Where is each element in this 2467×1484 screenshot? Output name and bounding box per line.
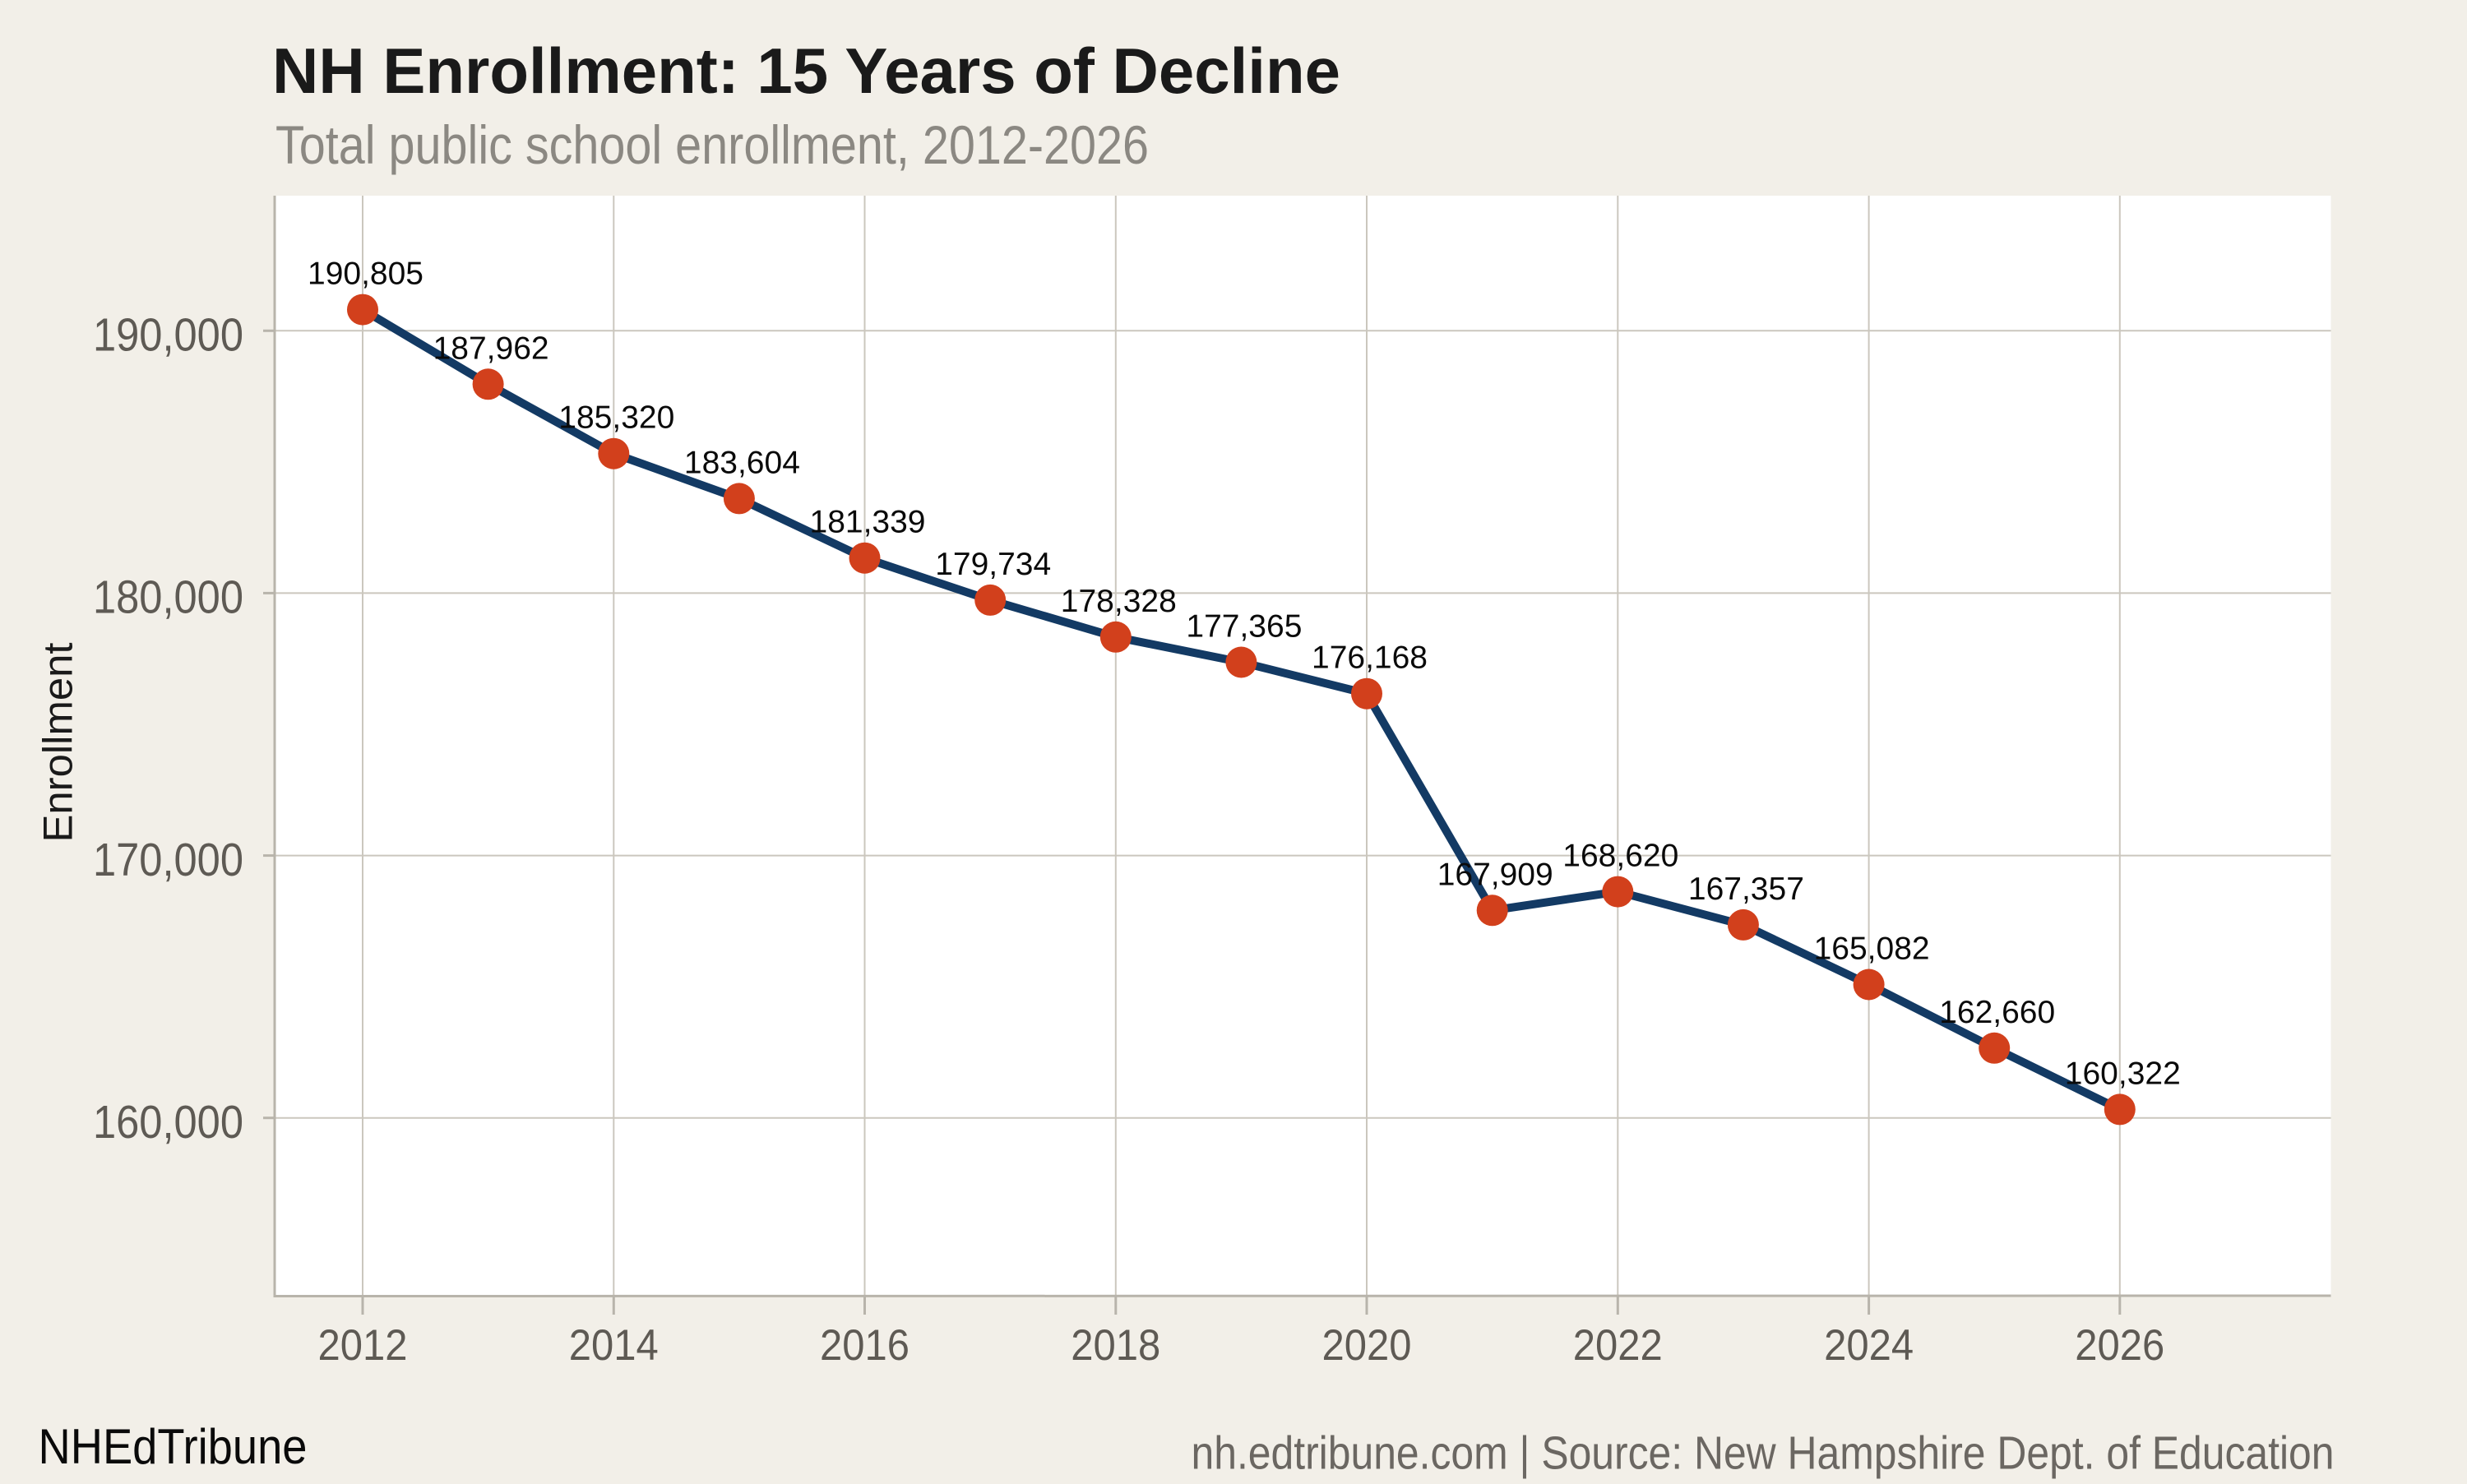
svg-text:2020: 2020 [1322, 1321, 1412, 1370]
svg-text:181,339: 181,339 [810, 505, 926, 540]
svg-text:Enrollment: Enrollment [35, 642, 81, 842]
svg-text:Total public school enrollment: Total public school enrollment, 2012-202… [275, 114, 1149, 175]
svg-text:187,962: 187,962 [433, 331, 549, 366]
svg-text:167,909: 167,909 [1437, 857, 1553, 892]
svg-text:177,365: 177,365 [1186, 609, 1302, 645]
svg-text:179,734: 179,734 [935, 547, 1051, 582]
svg-text:170,000: 170,000 [93, 834, 243, 886]
svg-text:168,620: 168,620 [1562, 839, 1678, 874]
svg-text:nh.edtribune.com | Source: New: nh.edtribune.com | Source: New Hampshire… [1192, 1427, 2335, 1480]
svg-text:162,660: 162,660 [1939, 995, 2055, 1030]
svg-text:176,168: 176,168 [1312, 640, 1428, 676]
svg-text:2016: 2016 [820, 1321, 910, 1370]
svg-text:160,322: 160,322 [2065, 1056, 2181, 1091]
svg-text:165,082: 165,082 [1814, 932, 1930, 967]
svg-text:NH Enrollment: 15 Years of Dec: NH Enrollment: 15 Years of Decline [272, 35, 1340, 107]
svg-text:2026: 2026 [2075, 1321, 2164, 1370]
svg-text:160,000: 160,000 [93, 1096, 243, 1149]
svg-text:2024: 2024 [1824, 1321, 1914, 1370]
svg-text:2012: 2012 [318, 1321, 408, 1370]
svg-text:190,805: 190,805 [308, 257, 424, 292]
svg-text:167,357: 167,357 [1688, 871, 1804, 907]
svg-text:2014: 2014 [569, 1321, 659, 1370]
svg-text:185,320: 185,320 [558, 400, 674, 436]
svg-text:190,000: 190,000 [93, 309, 243, 362]
svg-text:NHEdTribune: NHEdTribune [39, 1419, 308, 1474]
svg-text:2022: 2022 [1573, 1321, 1663, 1370]
svg-text:178,328: 178,328 [1061, 584, 1177, 619]
svg-text:180,000: 180,000 [93, 571, 243, 624]
svg-text:2018: 2018 [1071, 1321, 1160, 1370]
svg-text:183,604: 183,604 [684, 445, 800, 480]
